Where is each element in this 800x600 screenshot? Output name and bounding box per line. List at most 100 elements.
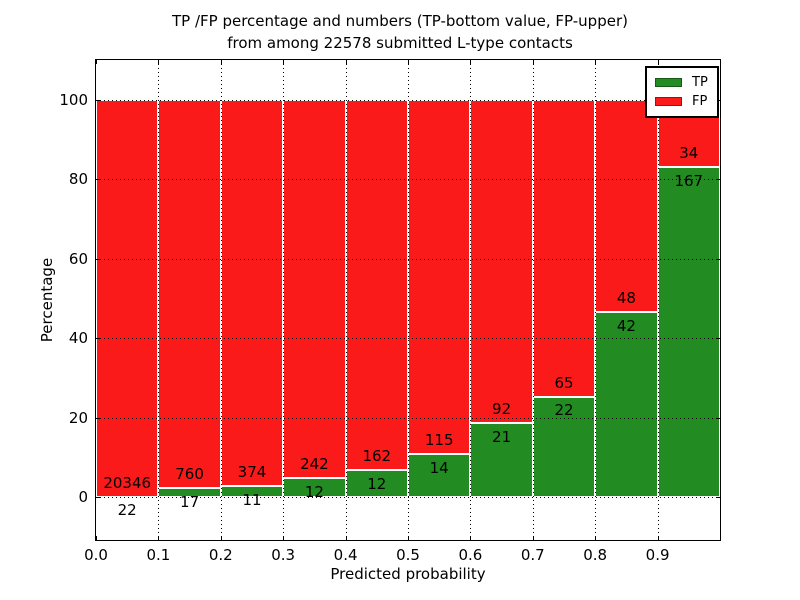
y-tick-mark bbox=[716, 179, 720, 181]
y-tick-label: 60 bbox=[68, 249, 88, 268]
bar-tp-count-label: 22 bbox=[117, 501, 137, 520]
legend-label-fp: FP bbox=[692, 94, 708, 109]
y-tick-label: 100 bbox=[59, 91, 88, 109]
x-tick-mark bbox=[532, 536, 534, 540]
bar-tp-count-label: 14 bbox=[429, 458, 449, 477]
gridline-vertical bbox=[345, 60, 347, 540]
bar-fp bbox=[345, 100, 408, 470]
y-tick-mark bbox=[716, 258, 720, 260]
legend-swatch-tp bbox=[655, 78, 682, 87]
x-tick-mark bbox=[96, 60, 97, 64]
plot-area: 20346 22 760 17 374 11 242 12 162 12 115 14 92 21 65 22… bbox=[95, 59, 721, 541]
x-axis-label: Predicted probability bbox=[330, 565, 486, 583]
bar-fp-count-label: 115 bbox=[424, 431, 454, 450]
legend-label-tp: TP bbox=[692, 75, 708, 90]
gridline-vertical bbox=[283, 60, 285, 540]
legend-swatch-fp bbox=[655, 97, 682, 106]
bar-fp-count-label: 242 bbox=[300, 455, 329, 474]
bar-fp bbox=[283, 100, 346, 479]
gridline-vertical bbox=[532, 60, 534, 540]
x-tick-mark bbox=[470, 60, 472, 64]
chart-title-line2: from among 22578 submitted L-type contac… bbox=[227, 34, 573, 52]
bar-tp bbox=[657, 167, 720, 497]
y-tick-mark bbox=[716, 338, 720, 340]
bar-fp-count-label: 65 bbox=[554, 373, 574, 392]
bar-fp bbox=[220, 100, 284, 486]
y-tick-mark bbox=[96, 179, 100, 181]
x-tick-label: 0.8 bbox=[583, 546, 608, 564]
bar-fp bbox=[158, 100, 221, 489]
gridline-vertical bbox=[220, 60, 222, 540]
x-tick-label: 0.6 bbox=[458, 546, 483, 564]
x-tick-mark bbox=[283, 60, 285, 64]
x-tick-mark bbox=[595, 60, 597, 64]
bar-tp bbox=[470, 423, 533, 497]
x-tick-mark bbox=[532, 60, 534, 64]
chart-title: TP /FP percentage and numbers (TP-bottom… bbox=[0, 10, 800, 54]
bar-fp bbox=[408, 100, 471, 454]
bar-tp-count-label: 21 bbox=[492, 428, 512, 447]
y-tick-mark bbox=[716, 497, 720, 498]
gridline-vertical bbox=[408, 60, 409, 540]
x-tick-label: 0.3 bbox=[271, 546, 296, 564]
bar-tp-count-label: 167 bbox=[674, 172, 704, 191]
x-tick-label: 0.5 bbox=[396, 546, 420, 564]
x-tick-mark bbox=[595, 536, 597, 540]
x-tick-label: 0.2 bbox=[208, 546, 233, 564]
x-tick-mark bbox=[345, 60, 347, 64]
gridline-vertical bbox=[595, 60, 597, 540]
y-tick-mark bbox=[96, 100, 100, 101]
x-tick-label: 0.7 bbox=[520, 546, 545, 564]
y-tick-label: 40 bbox=[68, 329, 88, 348]
bar-fp-count-label: 760 bbox=[175, 465, 204, 484]
x-tick-mark bbox=[408, 60, 409, 64]
x-tick-mark bbox=[220, 60, 222, 64]
x-tick-mark bbox=[657, 60, 659, 64]
gridline-vertical bbox=[657, 60, 659, 540]
x-tick-mark bbox=[158, 536, 160, 540]
bar-fp-count-label: 48 bbox=[616, 288, 636, 307]
bar-fp bbox=[96, 100, 159, 497]
y-tick-mark bbox=[716, 417, 720, 419]
bar-tp-count-label: 22 bbox=[554, 401, 574, 420]
bar-fp-count-label: 374 bbox=[237, 462, 267, 481]
bar-tp-count-label: 12 bbox=[304, 483, 324, 502]
y-tick-mark bbox=[96, 258, 100, 260]
y-tick-label: 80 bbox=[68, 170, 88, 189]
bar-fp-count-label: 20346 bbox=[103, 473, 152, 492]
y-tick-mark bbox=[96, 417, 100, 419]
x-tick-label: 0.9 bbox=[645, 546, 670, 564]
y-tick-label: 0 bbox=[78, 488, 88, 506]
x-tick-mark bbox=[408, 536, 409, 540]
legend-item-fp: FP bbox=[655, 92, 708, 111]
bar-tp bbox=[345, 469, 408, 497]
y-tick-label: 20 bbox=[68, 408, 88, 427]
gridline-vertical bbox=[470, 60, 472, 540]
y-tick-mark bbox=[96, 338, 100, 340]
y-axis-label: Percentage bbox=[38, 257, 56, 343]
bar-tp-count-label: 11 bbox=[242, 490, 262, 509]
bar-tp-count-label: 42 bbox=[616, 316, 636, 335]
bar-tp bbox=[532, 396, 596, 497]
gridline-vertical bbox=[158, 60, 160, 540]
x-tick-mark bbox=[657, 536, 659, 540]
bar-tp-count-label: 12 bbox=[367, 474, 387, 493]
x-tick-label: 0.4 bbox=[333, 546, 358, 564]
x-tick-mark bbox=[158, 60, 160, 64]
bar-tp-count-label: 17 bbox=[180, 493, 200, 512]
bar-fp-count-label: 34 bbox=[679, 144, 699, 163]
chart-title-line1: TP /FP percentage and numbers (TP-bottom… bbox=[172, 12, 628, 30]
bar-tp bbox=[595, 311, 658, 497]
x-tick-mark bbox=[220, 536, 222, 540]
legend: TP FP bbox=[645, 66, 719, 118]
x-tick-label: 0.1 bbox=[146, 546, 171, 564]
bar-fp-count-label: 92 bbox=[492, 400, 512, 419]
x-tick-label: 0.0 bbox=[84, 546, 108, 564]
y-tick-mark bbox=[96, 497, 100, 498]
x-tick-mark bbox=[470, 536, 472, 540]
bar-fp bbox=[532, 100, 596, 397]
bar-fp-count-label: 162 bbox=[362, 446, 392, 465]
bar-fp bbox=[595, 100, 658, 312]
x-tick-mark bbox=[96, 536, 97, 540]
